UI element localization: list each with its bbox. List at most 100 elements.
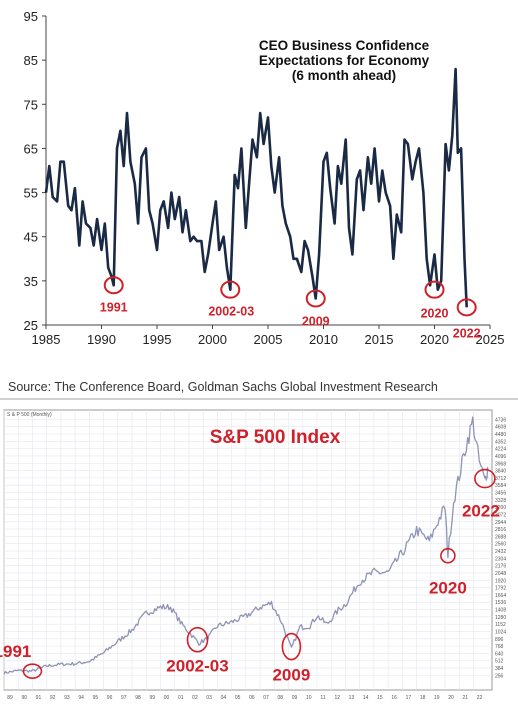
highlight-circle-2020 xyxy=(440,547,456,564)
y-tick-label: 4608 xyxy=(495,425,506,431)
annotation-label: 2009 xyxy=(302,315,330,329)
x-tick-label: 16 xyxy=(391,695,397,701)
y-tick-label: 3840 xyxy=(495,469,506,475)
x-tick-label: 92 xyxy=(50,695,56,701)
x-tick-label: 01 xyxy=(178,695,184,701)
y-tick-label: 3072 xyxy=(495,512,506,518)
x-tick-label: 18 xyxy=(420,695,426,701)
annotation-label: 2002-03 xyxy=(166,657,228,676)
y-tick-label: 896 xyxy=(495,637,504,643)
y-tick-label: 3968 xyxy=(495,461,506,467)
x-tick-label: 04 xyxy=(221,695,227,701)
y-tick-label: 75 xyxy=(24,97,38,112)
y-tick-label: 3200 xyxy=(495,505,506,511)
x-tick-label: 22 xyxy=(477,695,483,701)
corner-label: S & P 500 (Monthly) xyxy=(7,412,52,418)
y-tick-label: 1792 xyxy=(495,586,506,592)
plot-frame xyxy=(3,409,493,691)
y-tick-label: 35 xyxy=(24,274,38,289)
x-tick-label: 05 xyxy=(235,695,241,701)
highlight-circle-1991 xyxy=(103,276,124,295)
y-tick-label: 1664 xyxy=(495,593,506,599)
x-tick-label: 19 xyxy=(434,695,440,701)
x-tick-label: 96 xyxy=(107,695,113,701)
annotation-label: 2020 xyxy=(421,307,449,321)
y-tick-label: 3456 xyxy=(495,491,506,497)
y-tick-label: 3328 xyxy=(495,498,506,504)
ceo-confidence-line xyxy=(44,67,468,308)
y-tick-label: 95 xyxy=(24,9,38,24)
x-tick-label: 91 xyxy=(36,695,42,701)
y-tick-label: 3584 xyxy=(495,483,506,489)
x-tick-label: 2010 xyxy=(309,332,338,347)
highlight-circle-2022 xyxy=(474,468,496,489)
x-tick-label: 95 xyxy=(93,695,99,701)
x-tick-label: 2025 xyxy=(476,332,505,347)
x-tick-label: 06 xyxy=(249,695,255,701)
x-tick-label: 2000 xyxy=(198,332,227,347)
section-divider xyxy=(0,398,518,400)
y-tick-label: 2304 xyxy=(495,556,506,562)
y-tick-label: 512 xyxy=(495,659,504,665)
x-tick-label: 99 xyxy=(149,695,155,701)
x-tick-label: 17 xyxy=(406,695,412,701)
y-tick-label: 1408 xyxy=(495,608,506,614)
y-tick-label: 2944 xyxy=(495,520,506,526)
y-tick-label: 2048 xyxy=(495,571,506,577)
annotation-label: 1991 xyxy=(100,300,128,314)
annotation-label: 2009 xyxy=(272,666,310,685)
y-tick-label: 2688 xyxy=(495,534,506,540)
y-tick-label: 768 xyxy=(495,644,504,650)
x-tick-label: 2005 xyxy=(254,332,283,347)
x-tick-label: 98 xyxy=(135,695,141,701)
x-tick-label: 94 xyxy=(78,695,84,701)
highlight-circle-2009 xyxy=(281,632,302,661)
x-tick-label: 09 xyxy=(292,695,298,701)
y-tick-label: 85 xyxy=(24,53,38,68)
y-tick-label: 1536 xyxy=(495,600,506,606)
highlight-circle-1991 xyxy=(22,663,43,679)
y-tick-label: 4096 xyxy=(495,454,506,460)
x-tick-label: 93 xyxy=(64,695,70,701)
x-tick-label: 03 xyxy=(206,695,212,701)
y-tick-label: 2176 xyxy=(495,564,506,570)
x-tick-label: 21 xyxy=(462,695,468,701)
highlight-circle-2002-03 xyxy=(186,626,209,653)
y-tick-label: 4736 xyxy=(495,417,506,423)
x-tick-label: 97 xyxy=(121,695,127,701)
x-tick-label: 89 xyxy=(7,695,13,701)
y-tick-label: 2432 xyxy=(495,549,506,555)
highlight-circle-2009 xyxy=(305,289,326,308)
highlight-circle-2022 xyxy=(456,298,477,317)
x-tick-label: 1990 xyxy=(87,332,116,347)
highlight-circle-2002-03 xyxy=(220,280,241,299)
x-tick-label: 1985 xyxy=(32,332,61,347)
ceo-confidence-chart: 25 35 45 55 65 75 85 95 1985 1990 1995 2000 2005 2010… xyxy=(24,9,505,347)
y-tick-label: 65 xyxy=(24,141,38,156)
x-tick-label: 1995 xyxy=(143,332,172,347)
source-note: Source: The Conference Board, Goldman Sa… xyxy=(8,380,438,394)
y-tick-label: 4224 xyxy=(495,447,506,453)
y-tick-label: 55 xyxy=(24,186,38,201)
x-tick-label: 20 xyxy=(448,695,454,701)
x-tick-label: 13 xyxy=(349,695,355,701)
y-tick-label: 1024 xyxy=(495,629,506,635)
sp500-line xyxy=(3,416,489,675)
y-tick-label: 3712 xyxy=(495,476,506,482)
y-tick-label: 2816 xyxy=(495,527,506,533)
annotation-label: 2020 xyxy=(429,579,467,598)
y-tick-label: 4480 xyxy=(495,432,506,438)
x-tick-label: 15 xyxy=(377,695,383,701)
chart-title: CEO Business Confidence Expectations for … xyxy=(259,38,430,83)
y-tick-label: 256 xyxy=(495,673,504,679)
x-tick-label: 14 xyxy=(363,695,369,701)
x-tick-label: 00 xyxy=(164,695,170,701)
sp500-chart: 89 90 91 92 93 94 95 96 97 98 99 00 01 02 03 04 05 06 07 08… xyxy=(0,409,506,701)
y-tick-label: 2560 xyxy=(495,542,506,548)
annotation-label: 2022 xyxy=(453,326,481,340)
y-tick-label: 384 xyxy=(495,666,504,672)
x-tick-label: 2015 xyxy=(365,332,394,347)
x-tick-label: 12 xyxy=(334,695,340,701)
x-tick-label: 07 xyxy=(263,695,269,701)
annotation-label: 2002-03 xyxy=(208,305,254,319)
